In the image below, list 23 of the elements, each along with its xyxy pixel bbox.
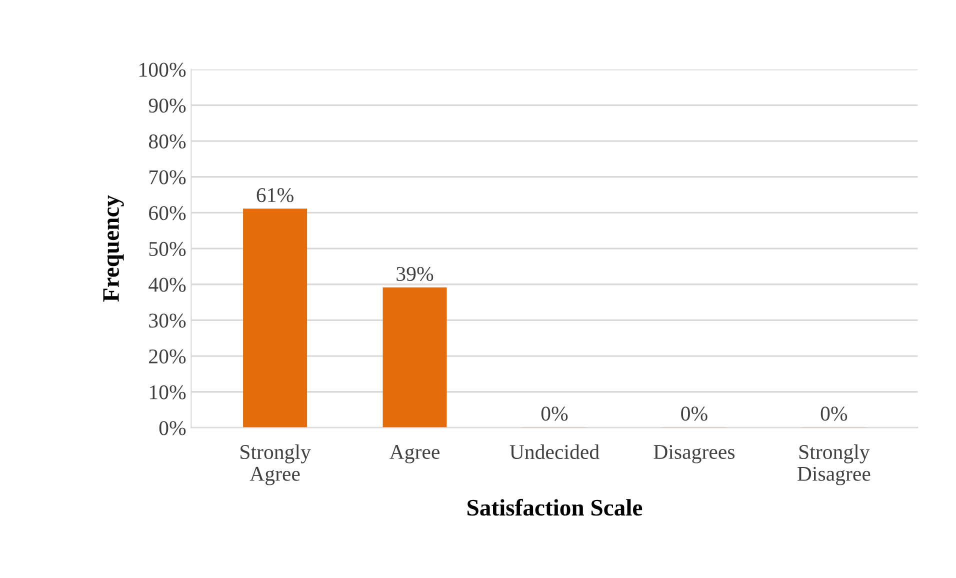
x-tick-label: Disagrees bbox=[654, 444, 735, 464]
x-tick-label: Strongly Agree bbox=[240, 444, 311, 486]
y-tick-label: 40% bbox=[148, 278, 186, 292]
y-tick-label: 90% bbox=[148, 98, 186, 113]
data-label: 0% bbox=[820, 406, 848, 421]
x-tick-label: Undecided bbox=[510, 444, 600, 460]
y-tick-label: 100% bbox=[140, 62, 186, 77]
y-axis-title: Frequency bbox=[103, 195, 124, 302]
data-label: 61% bbox=[256, 188, 294, 202]
y-tick-label: 50% bbox=[149, 242, 186, 256]
x-axis-title: Satisfaction Scale bbox=[468, 498, 642, 516]
x-tick-label: Strongly Disagree bbox=[798, 444, 870, 486]
data-label: 0% bbox=[681, 406, 708, 421]
data-label: 0% bbox=[541, 406, 568, 421]
y-tick-label: 30% bbox=[149, 314, 186, 328]
y-tick-label: 60% bbox=[149, 206, 186, 220]
y-tick-label: 0% bbox=[159, 421, 186, 436]
y-tick-label: 20% bbox=[149, 349, 186, 364]
data-label: 39% bbox=[396, 266, 434, 282]
x-tick-label: Agree bbox=[390, 445, 440, 464]
y-tick-label: 10% bbox=[150, 385, 186, 400]
y-tick-label: 70% bbox=[150, 170, 186, 184]
y-tick-label: 80% bbox=[148, 134, 186, 149]
